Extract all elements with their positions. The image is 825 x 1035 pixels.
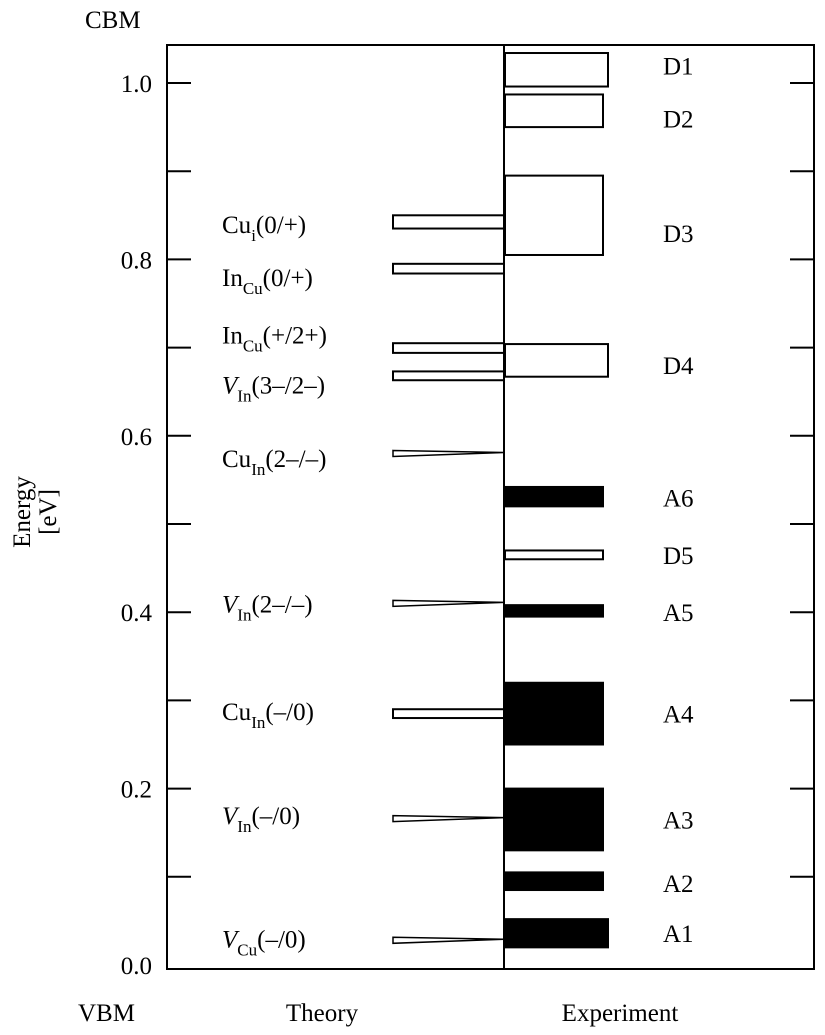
theory-label-sub: In [237, 817, 252, 836]
experiment-level-bar [504, 549, 604, 561]
experiment-level-bar [504, 52, 609, 88]
theory-level-mark [392, 814, 505, 823]
y-axis-title-line-1: Energy [9, 476, 36, 548]
experiment-level-label: A3 [663, 807, 694, 834]
experiment-level-label: A1 [663, 921, 694, 948]
experiment-level-label: A6 [663, 486, 694, 513]
theory-level-mark [392, 214, 505, 230]
theory-level-mark [392, 370, 505, 382]
experiment-level-bar [504, 485, 604, 508]
theory-level-label: VCu(–/0) [222, 927, 306, 960]
experiment-level-label: D4 [663, 353, 694, 380]
theory-label-charge: (2–/–) [265, 446, 326, 473]
y-tick-label: 0.8 [121, 247, 152, 274]
experiment-level-label: D3 [663, 221, 694, 248]
theory-label-base: Cu [222, 446, 252, 473]
theory-level-label: VIn(2–/–) [222, 591, 313, 624]
experiment-level-bar [504, 343, 609, 378]
theory-label-sub: Cu [237, 941, 257, 960]
experiment-level-bar [504, 787, 604, 852]
theory-label-charge: (0/+) [256, 212, 306, 239]
experiment-level-label: A5 [663, 600, 694, 627]
y-axis-title: Energy [eV] [9, 476, 62, 548]
experiment-level-bar [504, 871, 604, 892]
experiment-level-bar [504, 681, 604, 746]
theory-level-mark [392, 599, 505, 608]
theory-level-label: Cui(0/+) [222, 212, 306, 245]
experiment-level-bar [504, 918, 609, 949]
theory-label-charge: (3–/2–) [251, 373, 325, 400]
theory-label-charge: (0/+) [263, 265, 313, 292]
theory-level-mark [392, 342, 505, 354]
theory-label-base: V [222, 373, 240, 400]
theory-label-charge: (–/0) [257, 927, 306, 954]
theory-label-base: Cu [222, 212, 252, 239]
theory-level-mark [392, 449, 505, 458]
theory-label-charge: (2–/–) [251, 591, 312, 618]
y-tick-label: 0.0 [121, 953, 152, 980]
vbm-label: VBM [78, 1000, 135, 1027]
y-axis-title-line-2: [eV] [35, 489, 62, 535]
theory-level-mark [392, 262, 505, 275]
y-tick-label: 1.0 [121, 71, 152, 98]
experiment-level-bar [504, 174, 604, 256]
experiment-level-label: D1 [663, 53, 694, 80]
cbm-label: CBM [85, 7, 141, 34]
theory-label-sub: Cu [243, 336, 263, 355]
theory-label-base: V [222, 927, 240, 954]
theory-label-sub: In [237, 605, 252, 624]
theory-label-base: V [222, 591, 240, 618]
theory-label-base: V [222, 803, 240, 830]
experiment-panel-label: Experiment [562, 1000, 679, 1027]
theory-level-label: VIn(3–/2–) [222, 373, 325, 406]
theory-label-base: In [222, 265, 243, 292]
theory-label-base: Cu [222, 699, 252, 726]
theory-panel-label: Theory [286, 1000, 359, 1027]
theory-label-charge: (–/0) [251, 803, 300, 830]
experiment-level-label: A2 [663, 871, 694, 898]
theory-label-sub: In [237, 387, 252, 406]
y-tick-label: 0.2 [121, 777, 152, 804]
theory-level-label: CuIn(2–/–) [222, 446, 326, 479]
y-tick-label: 0.6 [121, 424, 152, 451]
theory-label-sub: i [251, 226, 256, 245]
y-tick-label: 0.4 [121, 600, 153, 627]
theory-label-base: In [222, 322, 243, 349]
theory-level-label: CuIn(–/0) [222, 699, 314, 732]
experiment-level-bar [504, 604, 604, 618]
theory-label-sub: In [251, 713, 266, 732]
theory-label-sub: In [251, 460, 266, 479]
theory-level-label: InCu(+/2+) [222, 322, 327, 355]
theory-level-mark [392, 936, 505, 945]
experiment-level-label: A4 [663, 702, 694, 729]
experiment-level-label: D2 [663, 106, 694, 133]
theory-level-label: VIn(–/0) [222, 803, 300, 836]
plot-frame [166, 44, 815, 970]
experiment-level-label: D5 [663, 543, 694, 570]
theory-level-label: InCu(0/+) [222, 265, 313, 298]
theory-label-charge: (–/0) [265, 699, 314, 726]
theory-level-mark [392, 708, 505, 720]
theory-label-charge: (+/2+) [263, 322, 327, 349]
experiment-level-bar [504, 93, 604, 129]
theory-label-sub: Cu [243, 279, 263, 298]
